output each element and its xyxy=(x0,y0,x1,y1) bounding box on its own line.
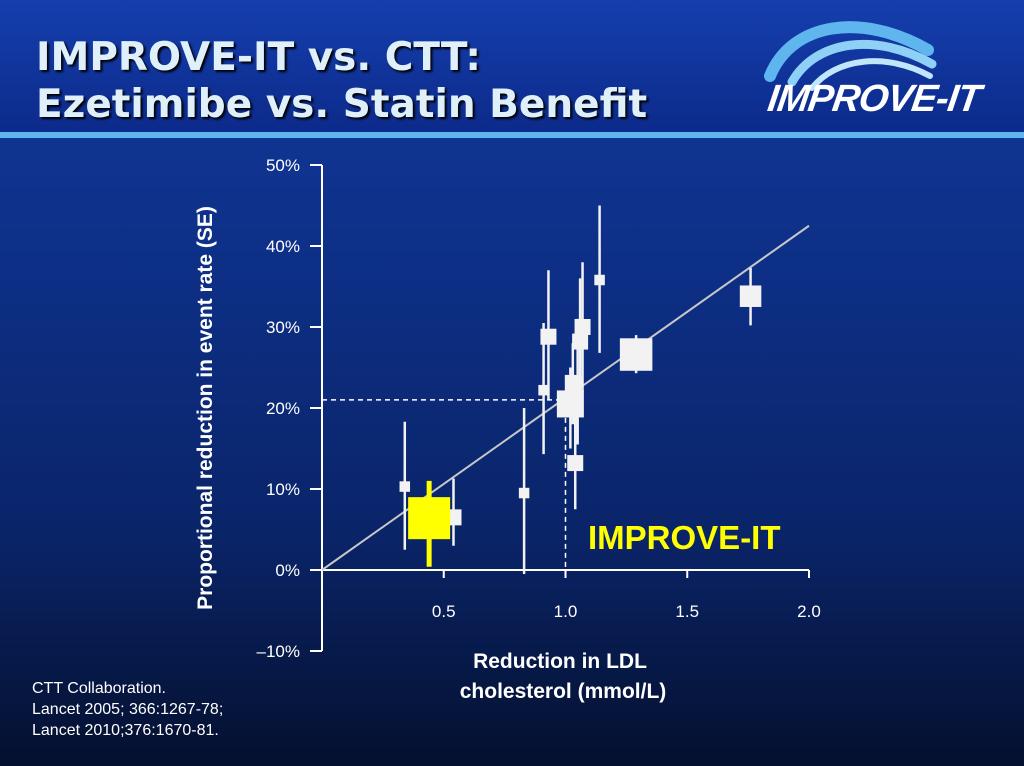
y-tick-label: –10% xyxy=(257,642,300,661)
data-point xyxy=(567,455,584,472)
data-point xyxy=(399,481,411,492)
citation: CTT Collaboration. Lancet 2005; 366:1267… xyxy=(32,678,223,741)
data-point xyxy=(574,319,591,335)
slide-title-line-1: IMPROVE-IT vs. CTT: xyxy=(36,35,481,80)
citation-line: Lancet 2005; 366:1267-78; xyxy=(32,701,224,718)
logo-arcs-icon xyxy=(764,21,937,91)
improve-it-point xyxy=(408,497,451,540)
data-point xyxy=(540,328,557,345)
x-axis-title-line: cholesterol (mmol/L) xyxy=(460,680,667,703)
slide-title: IMPROVE-IT vs. CTT: Ezetimibe vs. Statin… xyxy=(36,34,647,128)
data-point xyxy=(518,487,530,499)
y-tick-label: 50% xyxy=(266,156,300,175)
x-tick-label: 2.0 xyxy=(797,602,821,621)
y-axis-title: Proportional reduction in event rate (SE… xyxy=(194,206,217,610)
improve-it-label: IMPROVE-IT xyxy=(588,519,781,556)
x-tick-label: 0.5 xyxy=(432,602,456,621)
data-point xyxy=(739,285,762,307)
x-axis-title-line: Reduction in LDL xyxy=(473,650,647,673)
data-point xyxy=(572,376,583,388)
title-divider xyxy=(0,132,1024,138)
data-point xyxy=(572,333,589,350)
data-point xyxy=(619,338,653,371)
improve-it-logo: IMPROVE-IT xyxy=(752,16,1012,132)
x-tick-label: 1.0 xyxy=(554,602,578,621)
data-point xyxy=(538,384,549,396)
data-point xyxy=(594,274,605,286)
citation-line: Lancet 2010;376:1670-81. xyxy=(32,722,219,739)
y-tick-label: 20% xyxy=(266,399,300,418)
x-tick-label: 1.5 xyxy=(675,602,699,621)
y-tick-label: 40% xyxy=(266,237,300,256)
y-tick-label: 0% xyxy=(275,561,300,580)
slide-title-line-2: Ezetimibe vs. Statin Benefit xyxy=(36,82,648,127)
y-tick-label: 10% xyxy=(266,480,300,499)
citation-line: CTT Collaboration. xyxy=(32,680,166,697)
y-tick-label: 30% xyxy=(266,318,300,337)
